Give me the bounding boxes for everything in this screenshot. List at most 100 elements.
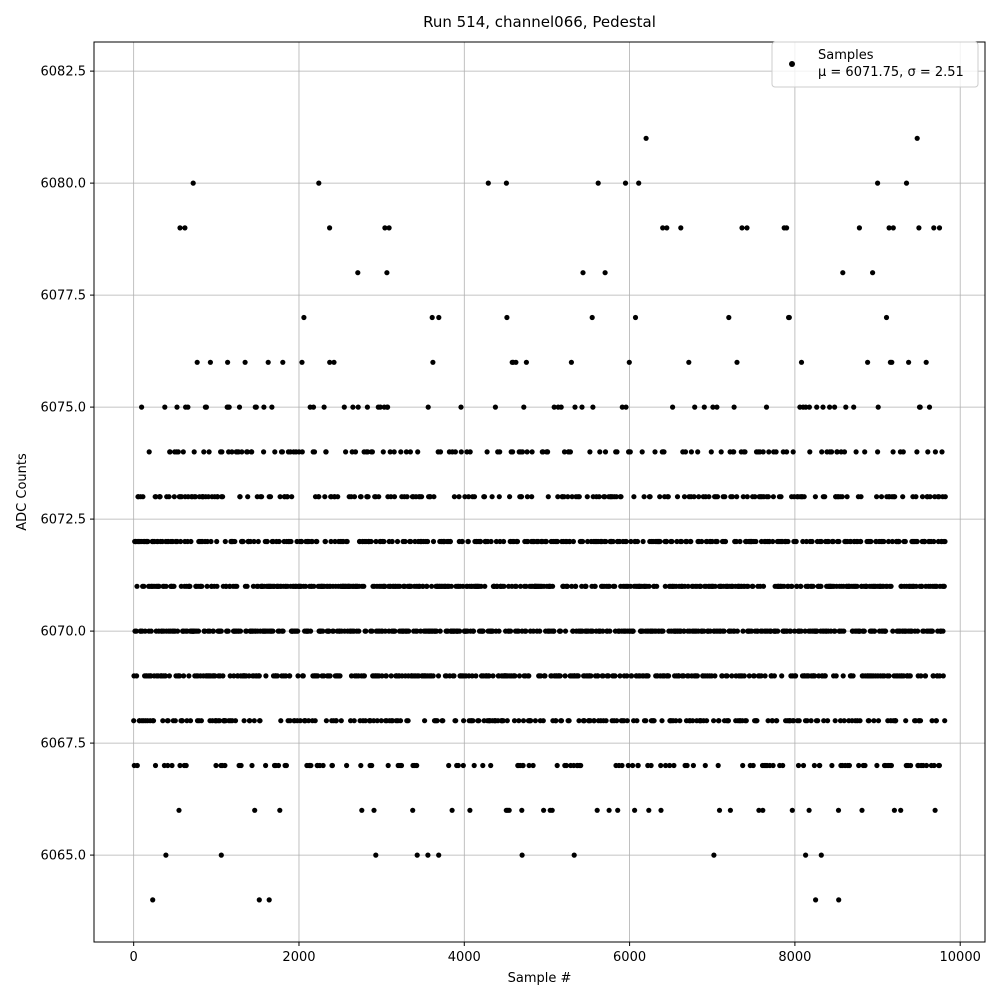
data-point bbox=[890, 628, 896, 634]
y-tick-label: 6077.5 bbox=[41, 289, 87, 304]
data-point bbox=[673, 718, 679, 724]
data-point bbox=[212, 673, 218, 679]
data-point bbox=[351, 494, 358, 500]
data-point bbox=[756, 807, 762, 813]
data-point bbox=[217, 718, 223, 724]
data-point bbox=[915, 628, 921, 634]
data-point bbox=[523, 583, 529, 589]
legend-box bbox=[771, 41, 979, 88]
data-point bbox=[558, 718, 565, 724]
data-point bbox=[669, 538, 675, 545]
data-point bbox=[459, 538, 465, 545]
data-point bbox=[708, 449, 714, 455]
data-point bbox=[283, 673, 289, 679]
data-point bbox=[770, 494, 777, 500]
data-point bbox=[721, 628, 727, 634]
data-point bbox=[365, 494, 371, 500]
data-point-outlier bbox=[660, 225, 666, 231]
data-point bbox=[798, 583, 804, 589]
data-point bbox=[561, 449, 568, 455]
data-point bbox=[245, 494, 251, 500]
data-point bbox=[678, 538, 685, 545]
data-point bbox=[801, 494, 807, 500]
data-point-outlier bbox=[931, 225, 937, 231]
data-point bbox=[476, 718, 482, 724]
data-point bbox=[306, 718, 312, 724]
data-point bbox=[160, 718, 166, 724]
data-point bbox=[714, 404, 720, 410]
data-point bbox=[232, 538, 238, 545]
data-point bbox=[603, 538, 609, 545]
data-point-outlier bbox=[519, 852, 525, 858]
data-point bbox=[139, 404, 145, 410]
data-point bbox=[727, 807, 734, 813]
data-point bbox=[424, 583, 430, 589]
data-point bbox=[794, 583, 800, 589]
y-tick-label: 6072.5 bbox=[41, 513, 87, 528]
data-point bbox=[270, 628, 276, 634]
data-points bbox=[131, 135, 948, 903]
data-point bbox=[624, 718, 630, 724]
data-point bbox=[545, 494, 551, 500]
data-point bbox=[220, 494, 226, 500]
data-point bbox=[710, 404, 716, 410]
data-point bbox=[362, 718, 368, 724]
data-point-outlier bbox=[818, 852, 824, 858]
data-point-outlier bbox=[327, 225, 333, 231]
data-point bbox=[420, 583, 426, 589]
data-point bbox=[540, 449, 546, 455]
y-tick-label: 6075.0 bbox=[41, 401, 87, 416]
data-point bbox=[631, 494, 637, 500]
data-point-outlier bbox=[266, 897, 272, 903]
data-point bbox=[589, 314, 595, 321]
data-point bbox=[923, 762, 930, 769]
data-point bbox=[612, 583, 618, 589]
data-point bbox=[833, 673, 839, 679]
data-point bbox=[862, 449, 868, 455]
data-point bbox=[765, 494, 772, 500]
data-point bbox=[247, 538, 253, 545]
data-point bbox=[185, 404, 191, 410]
data-point bbox=[455, 762, 461, 769]
data-point bbox=[607, 628, 613, 634]
data-point bbox=[300, 673, 306, 679]
data-point bbox=[798, 628, 804, 634]
data-point bbox=[379, 673, 385, 679]
data-point bbox=[267, 494, 274, 500]
data-point bbox=[419, 494, 425, 500]
data-point bbox=[729, 673, 735, 679]
data-point bbox=[583, 583, 589, 589]
data-point bbox=[446, 762, 452, 769]
data-point bbox=[695, 449, 701, 455]
data-point bbox=[898, 807, 904, 813]
data-point bbox=[521, 404, 527, 410]
data-point bbox=[195, 628, 202, 634]
data-point bbox=[646, 807, 652, 813]
data-point bbox=[453, 718, 459, 724]
data-point bbox=[408, 538, 414, 545]
data-point bbox=[859, 807, 865, 813]
data-point bbox=[241, 718, 247, 724]
data-point-outlier bbox=[784, 225, 790, 231]
data-point bbox=[225, 359, 231, 365]
data-point bbox=[688, 449, 695, 455]
data-point bbox=[715, 762, 721, 769]
data-point bbox=[919, 583, 925, 589]
data-point bbox=[658, 807, 664, 813]
data-point bbox=[322, 538, 328, 545]
y-tick-label: 6070.0 bbox=[41, 625, 87, 640]
data-point bbox=[242, 359, 248, 365]
data-point bbox=[793, 538, 799, 545]
data-point bbox=[578, 762, 584, 769]
data-point bbox=[530, 628, 537, 634]
data-point bbox=[839, 494, 845, 500]
data-point bbox=[890, 449, 896, 455]
data-point bbox=[238, 762, 244, 769]
data-point bbox=[287, 718, 293, 724]
data-point bbox=[927, 494, 933, 500]
data-point bbox=[562, 628, 569, 634]
data-point bbox=[433, 628, 440, 634]
data-point bbox=[635, 762, 641, 769]
data-point bbox=[256, 673, 262, 679]
data-point bbox=[659, 718, 665, 724]
